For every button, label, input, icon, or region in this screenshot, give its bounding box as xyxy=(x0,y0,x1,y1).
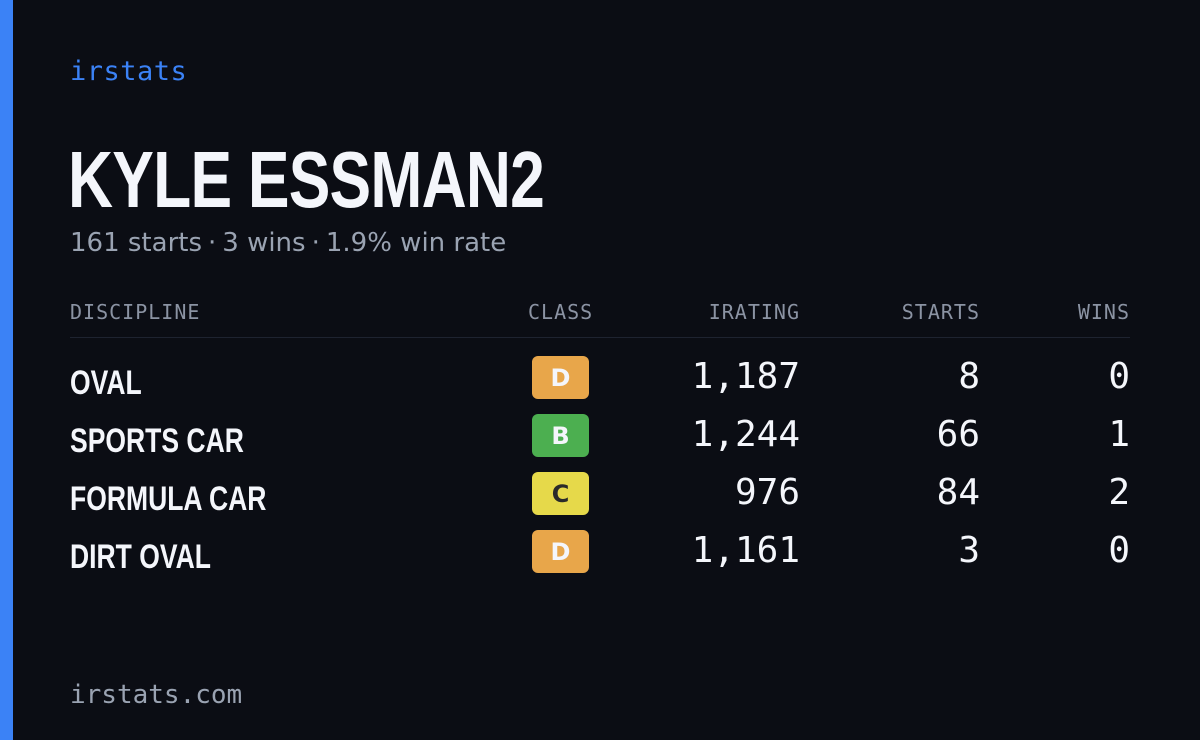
starts-value: 8 xyxy=(958,356,980,397)
table-header: DISCIPLINE CLASS IRATING STARTS WINS xyxy=(70,298,1130,338)
starts-value: 66 xyxy=(936,414,980,455)
header-irating: IRATING xyxy=(708,300,800,324)
table-row: FORMULA CAR C 976 84 2 xyxy=(70,468,1130,526)
wins-value: 0 xyxy=(1108,530,1130,571)
header-class: CLASS xyxy=(528,300,594,324)
stats-table: DISCIPLINE CLASS IRATING STARTS WINS OVA… xyxy=(70,298,1130,584)
summary-win-rate: 1.9% win rate xyxy=(325,228,507,258)
class-badge: B xyxy=(532,414,589,457)
class-badge: D xyxy=(532,530,589,573)
starts-value: 84 xyxy=(936,472,980,513)
table-row: OVAL D 1,187 8 0 xyxy=(70,352,1130,410)
table-body: OVAL D 1,187 8 0 SPORTS CAR B 1,244 66 1… xyxy=(70,338,1130,584)
irating-value: 1,244 xyxy=(691,414,800,455)
header-wins: WINS xyxy=(1077,300,1130,324)
summary-starts: 161 starts xyxy=(70,228,202,258)
summary-separator: · xyxy=(208,228,217,258)
irating-value: 1,161 xyxy=(691,530,800,571)
irating-value: 976 xyxy=(734,472,800,513)
discipline-name: DIRT OVAL xyxy=(70,538,211,576)
wins-value: 2 xyxy=(1108,472,1130,513)
discipline-name: OVAL xyxy=(70,364,142,402)
summary-separator: · xyxy=(311,228,320,258)
footer-url: irstats.com xyxy=(70,680,243,710)
brand-logo-text: irstats xyxy=(70,56,188,87)
table-row: SPORTS CAR B 1,244 66 1 xyxy=(70,410,1130,468)
table-row: DIRT OVAL D 1,161 3 0 xyxy=(70,526,1130,584)
wins-value: 0 xyxy=(1108,356,1130,397)
discipline-name: FORMULA CAR xyxy=(70,480,267,518)
summary-wins: 3 wins xyxy=(222,228,306,258)
header-starts: STARTS xyxy=(901,300,980,324)
irating-value: 1,187 xyxy=(691,356,800,397)
driver-name: KYLE ESSMAN2 xyxy=(68,135,545,224)
header-discipline: DISCIPLINE xyxy=(70,300,201,324)
class-badge: C xyxy=(532,472,589,515)
wins-value: 1 xyxy=(1108,414,1130,455)
discipline-name: SPORTS CAR xyxy=(70,422,244,460)
driver-summary: 161 starts · 3 wins · 1.9% win rate xyxy=(70,228,506,258)
accent-bar xyxy=(0,0,13,740)
class-badge: D xyxy=(532,356,589,399)
starts-value: 3 xyxy=(958,530,980,571)
